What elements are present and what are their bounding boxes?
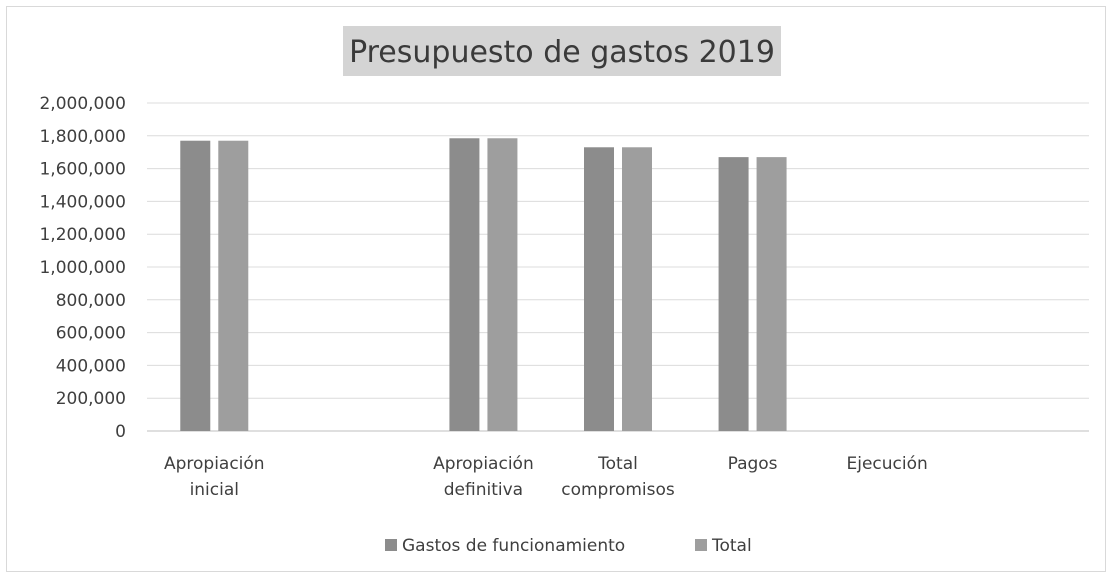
y-tick-label: 600,000 [56, 324, 126, 344]
y-tick-label: 200,000 [56, 389, 126, 409]
chart-title-background [343, 26, 781, 76]
bar-chart: Presupuesto de gastos 2019 0 200,000 400,0… [39, 26, 1089, 556]
chart-frame: Presupuesto de gastos 2019 0 200,000 400,0… [6, 6, 1106, 572]
y-axis-ticks: 0 200,000 400,000 600,000 800,000 1,000,000 1,… [39, 94, 126, 442]
y-tick-label: 400,000 [56, 356, 126, 376]
bars [180, 138, 787, 431]
x-tick-label: Total [597, 454, 638, 474]
y-tick-label: 800,000 [56, 291, 126, 311]
bar [584, 147, 614, 431]
bar [218, 140, 249, 431]
x-tick-label: Apropiación [164, 454, 265, 474]
y-tick-label: 1,200,000 [39, 225, 126, 245]
bar [449, 138, 480, 431]
y-tick-label: 2,000,000 [39, 94, 126, 114]
x-tick-label: Apropiación [433, 454, 534, 474]
chart-title: Presupuesto de gastos 2019 [349, 35, 775, 70]
legend: Gastos de funcionamiento Total [385, 536, 752, 556]
bar [756, 157, 787, 431]
gridlines [147, 102, 1089, 432]
y-tick-label: 1,600,000 [39, 160, 126, 180]
x-tick-label: Pagos [728, 454, 778, 474]
x-axis-labels: Apropiación inicial Apropiación definitiva T… [164, 454, 928, 500]
bar [622, 147, 652, 431]
x-tick-label: compromisos [561, 480, 675, 500]
legend-label: Gastos de funcionamiento [402, 536, 625, 556]
bar [487, 138, 518, 431]
bar [180, 140, 211, 431]
x-tick-label: definitiva [444, 480, 523, 500]
legend-label: Total [711, 536, 752, 556]
legend-swatch [695, 539, 707, 551]
x-tick-label: inicial [190, 480, 239, 500]
y-tick-label: 0 [115, 422, 126, 442]
legend-swatch [385, 539, 397, 551]
x-tick-label: Ejecución [846, 454, 927, 474]
y-tick-label: 1,400,000 [39, 192, 126, 212]
y-tick-label: 1,000,000 [39, 258, 126, 278]
y-tick-label: 1,800,000 [39, 127, 126, 147]
bar [718, 157, 749, 431]
